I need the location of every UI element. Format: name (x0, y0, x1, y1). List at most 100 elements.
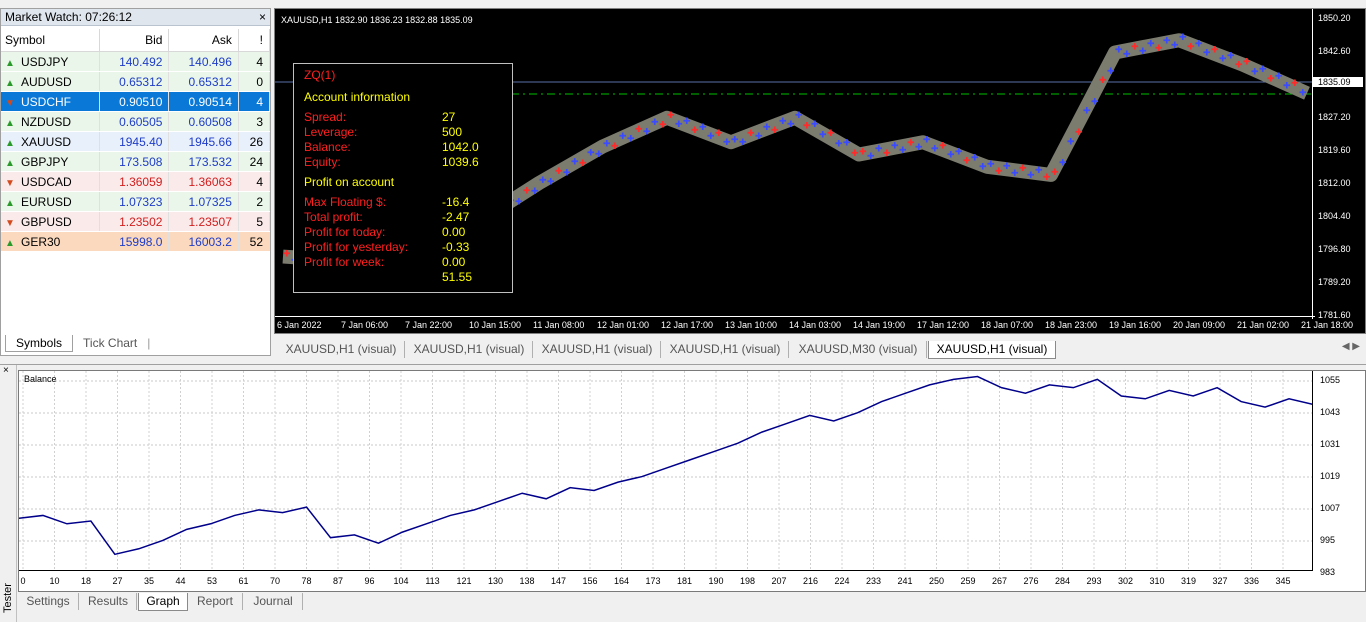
table-row[interactable]: ▲ XAUUSD 1945.40 1945.66 26 (1, 131, 271, 152)
chart-tab-5[interactable]: XAUUSD,M30 (visual) (790, 341, 927, 358)
equity-label: Equity: (304, 155, 341, 169)
symbol-name: XAUUSD (21, 134, 72, 149)
column-bid[interactable]: Bid (99, 29, 170, 52)
column-symbol[interactable]: Symbol (1, 29, 101, 52)
trade-mark: ✚ (923, 134, 931, 144)
trade-tick: 156 (582, 576, 598, 586)
chart-tab-6[interactable]: XAUUSD,H1 (visual) (928, 341, 1056, 359)
trade-mark: ✚ (1123, 49, 1131, 59)
trade-mark: ✚ (947, 149, 955, 159)
max-floating-value: -16.4 (442, 195, 470, 209)
trade-tick: 250 (928, 576, 945, 586)
trade-mark: ✚ (899, 145, 907, 155)
balance-tick: 1055 (1320, 375, 1341, 385)
trade-tick: 190 (708, 576, 724, 586)
symbol-cell: ▲ USDJPY (1, 51, 101, 72)
trade-mark: ✚ (683, 116, 691, 126)
trade-mark: ✚ (835, 139, 843, 149)
table-row[interactable]: ▲ GER30 15998.0 16003.2 52 (1, 231, 271, 252)
table-row[interactable]: ▲ NZDUSD 0.60505 0.60508 3 (1, 111, 271, 132)
time-tick: 19 Jan 16:00 (1109, 320, 1162, 330)
trade-tick: 121 (456, 576, 472, 586)
table-row[interactable]: ▲ USDJPY 140.492 140.496 4 (1, 51, 271, 72)
chart-tab-4[interactable]: XAUUSD,H1 (visual) (662, 341, 789, 358)
time-tick: 11 Jan 08:00 (533, 320, 585, 330)
ask-cell: 1945.66 (168, 131, 239, 152)
table-row[interactable]: ▼ USDCAD 1.36059 1.36063 4 (1, 171, 271, 192)
close-icon[interactable]: × (3, 365, 9, 376)
trade-tick: 284 (1054, 576, 1071, 586)
table-row[interactable]: ▲ AUDUSD 0.65312 0.65312 0 (1, 71, 271, 92)
tester-sidebar: × Tester (0, 365, 17, 622)
symbol-name: AUDUSD (21, 74, 72, 89)
trade-tick: 113 (425, 576, 440, 586)
arrow-up-icon: ▲ (5, 77, 15, 89)
arrow-up-icon: ▲ (5, 57, 15, 69)
chart-tab-2[interactable]: XAUUSD,H1 (visual) (406, 341, 533, 358)
trade-mark: ✚ (763, 122, 771, 132)
tab-settings[interactable]: Settings (18, 593, 79, 610)
info-section-account: Account information (304, 90, 411, 104)
trade-mark: ✚ (1291, 78, 1299, 88)
close-icon[interactable]: × (258, 10, 266, 24)
chart-tab-1[interactable]: XAUUSD,H1 (visual) (278, 341, 405, 358)
trade-mark: ✚ (955, 147, 963, 157)
trade-mark: ✚ (779, 116, 787, 126)
trade-tick: 96 (364, 576, 375, 586)
symbol-name: USDCAD (21, 174, 72, 189)
info-name: ZQ(1) (304, 68, 336, 82)
symbol-cell: ▼ GBPUSD (1, 211, 101, 232)
trade-mark: ✚ (1251, 66, 1259, 76)
trade-tick: 61 (238, 576, 249, 586)
tab-scroll-icon[interactable]: ◀ ▶ (1341, 341, 1360, 352)
trade-mark: ✚ (715, 128, 723, 138)
trade-tick: 44 (175, 576, 186, 586)
arrow-up-icon: ▲ (5, 237, 15, 249)
bid-cell: 140.492 (99, 51, 170, 72)
tab-journal[interactable]: Journal (244, 593, 303, 610)
chart-tab-3[interactable]: XAUUSD,H1 (visual) (534, 341, 661, 358)
balance-tick: 995 (1320, 535, 1336, 545)
tab-graph[interactable]: Graph (138, 593, 188, 611)
trade-mark: ✚ (1051, 167, 1059, 177)
symbol-cell: ▼ USDCAD (1, 171, 101, 192)
trade-tick: 327 (1212, 576, 1228, 586)
tab-symbols[interactable]: Symbols (5, 335, 74, 352)
trade-mark: ✚ (283, 249, 291, 259)
profit-yesterday-label: Profit for yesterday: (304, 240, 409, 254)
bid-cell: 15998.0 (99, 231, 170, 252)
leverage-label: Leverage: (304, 125, 358, 139)
trade-mark: ✚ (1115, 44, 1123, 54)
price-chart[interactable]: ✚ ✚ ✚ ✚ ✚ ✚ ✚ ✚ ✚ ✚ ✚ ✚ ✚ ✚ ✚ ✚ ✚ ✚ ✚ ✚ ✚ ✚ ✚ ✚ ✚ ✚ ✚ ✚ ✚ ✚ ✚ ✚ ✚ ✚ ✚ ✚ ✚ ✚ ✚ ✚… (274, 8, 1366, 334)
trade-tick: 18 (80, 576, 92, 586)
trade-mark: ✚ (651, 117, 659, 127)
tab-report[interactable]: Report (188, 593, 243, 610)
symbol-cell: ▲ AUDUSD (1, 71, 101, 92)
tab-tick-chart[interactable]: Tick Chart (83, 336, 138, 350)
trade-tick: 267 (991, 576, 1008, 586)
table-row[interactable]: ▼ GBPUSD 1.23502 1.23507 5 (1, 211, 271, 232)
trade-tick: 224 (834, 576, 850, 586)
trade-mark: ✚ (1227, 51, 1235, 61)
trade-mark: ✚ (635, 124, 643, 134)
column-ask[interactable]: Ask (168, 29, 239, 52)
balance-grid (19, 371, 1313, 571)
table-row[interactable]: ▼ USDCHF 0.90510 0.90514 4 (1, 91, 271, 112)
trade-tick: 53 (206, 576, 218, 586)
table-row[interactable]: ▲ GBPJPY 173.508 173.532 24 (1, 151, 271, 172)
trade-mark: ✚ (1275, 71, 1283, 81)
trade-tick: 233 (865, 576, 882, 586)
symbol-name: USDJPY (21, 54, 69, 69)
trade-mark: ✚ (1211, 44, 1219, 54)
balance-value: 1042.0 (442, 140, 479, 154)
tab-results[interactable]: Results (80, 593, 137, 610)
table-row[interactable]: ▲ EURUSD 1.07323 1.07325 2 (1, 191, 271, 212)
column-spread[interactable]: ! (238, 29, 271, 52)
price-tick: 1804.40 (1318, 211, 1351, 221)
balance-tick: 1043 (1320, 407, 1341, 417)
balance-line (19, 375, 1313, 556)
balance-axis: 1055 1043 1031 1019 1007 995 983 (1312, 371, 1365, 577)
trade-mark: ✚ (555, 166, 563, 176)
trade-mark: ✚ (1091, 96, 1099, 106)
trade-tick: 104 (393, 576, 409, 586)
